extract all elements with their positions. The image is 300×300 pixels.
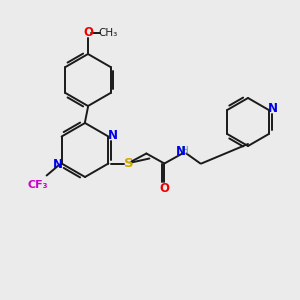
- Text: S: S: [124, 157, 133, 170]
- Text: O: O: [83, 26, 93, 40]
- Text: N: N: [268, 103, 278, 116]
- Text: H: H: [181, 146, 188, 157]
- Text: N: N: [176, 145, 185, 158]
- Text: CH₃: CH₃: [98, 28, 118, 38]
- Text: CF₃: CF₃: [27, 179, 48, 190]
- Text: N: N: [52, 158, 63, 171]
- Text: O: O: [159, 182, 170, 195]
- Text: N: N: [107, 129, 117, 142]
